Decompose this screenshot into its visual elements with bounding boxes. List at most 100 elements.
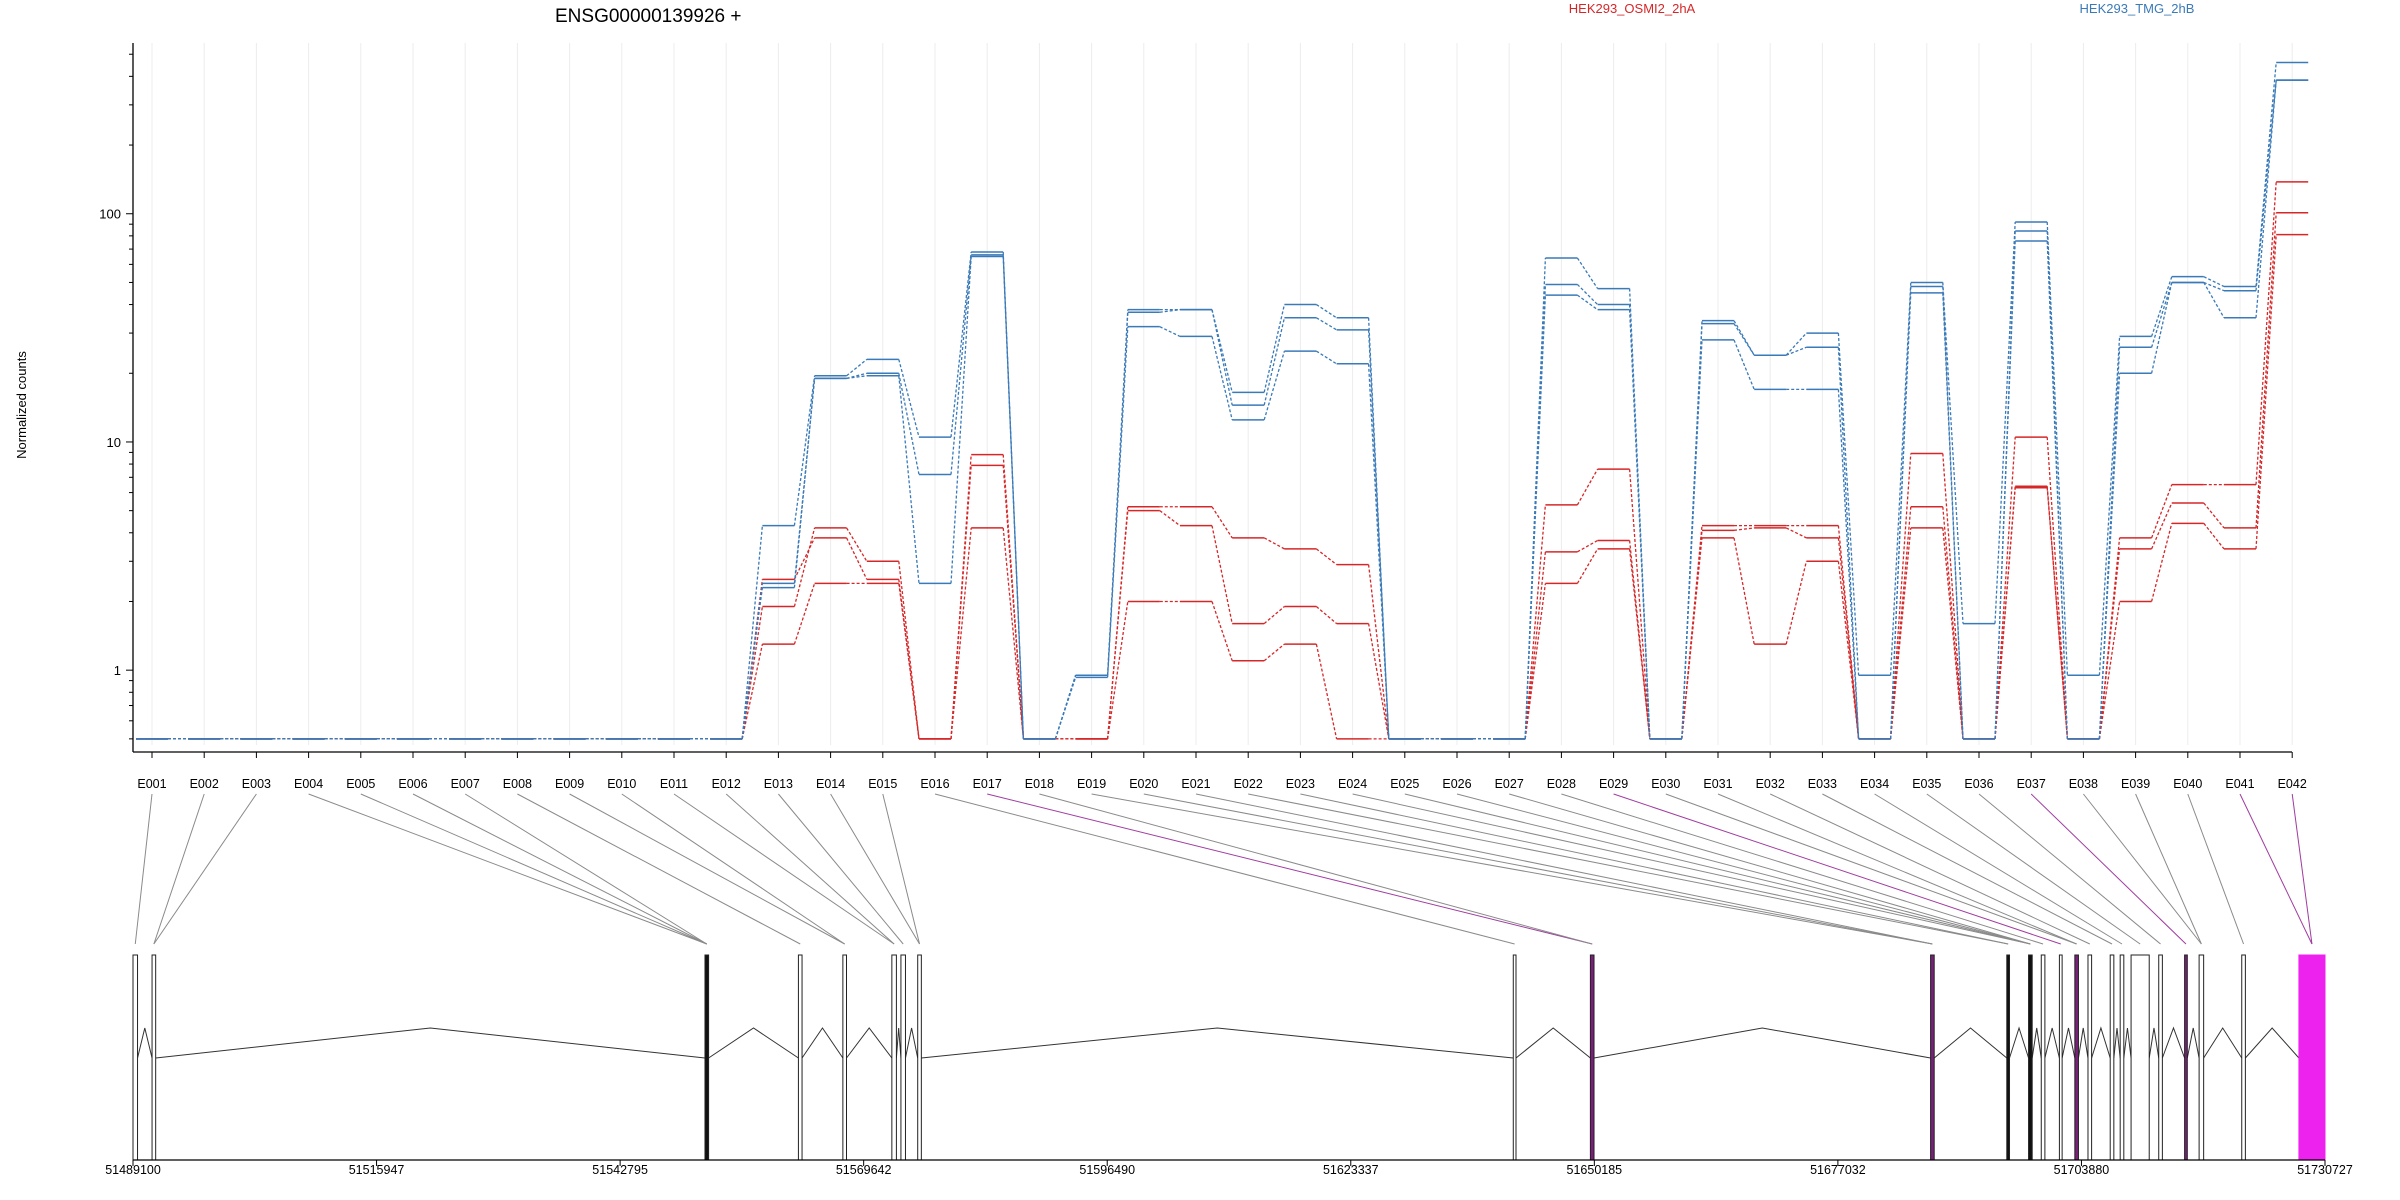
series-connector bbox=[1263, 350, 1286, 421]
connector-e034 bbox=[1874, 793, 2123, 945]
series-connector bbox=[1837, 389, 1860, 739]
intron-line bbox=[2044, 1027, 2060, 1059]
x-tick-label-e026: E026 bbox=[1442, 777, 1471, 791]
y-axis-label: Normalized counts bbox=[14, 351, 29, 459]
series-connector bbox=[2255, 234, 2277, 549]
series-connector bbox=[1681, 339, 1703, 739]
intron-line bbox=[155, 1027, 706, 1059]
x-tick-label-e034: E034 bbox=[1860, 777, 1889, 791]
x-tick-label-e015: E015 bbox=[868, 777, 897, 791]
coordinate-label: 51650185 bbox=[1567, 1163, 1623, 1177]
connector-e013 bbox=[778, 793, 904, 945]
series-connector bbox=[1942, 453, 1964, 739]
series-connector bbox=[1263, 537, 1285, 550]
x-tick-label-e041: E041 bbox=[2225, 777, 2254, 791]
series-connector bbox=[846, 527, 868, 562]
x-tick-label-e027: E027 bbox=[1495, 777, 1524, 791]
x-tick-label-e042: E042 bbox=[2278, 777, 2307, 791]
series-connector bbox=[741, 583, 764, 739]
intron-line bbox=[895, 1027, 902, 1059]
connector-e006 bbox=[412, 793, 708, 945]
gene-exon-3 bbox=[704, 954, 710, 1161]
gene-exon-21 bbox=[2158, 954, 2163, 1161]
x-tick-label-e016: E016 bbox=[920, 777, 949, 791]
x-tick-label-e039: E039 bbox=[2121, 777, 2150, 791]
x-tick-label-e014: E014 bbox=[816, 777, 845, 791]
series-connector bbox=[1211, 336, 1233, 420]
intron-line bbox=[2123, 1027, 2132, 1059]
connector-e001 bbox=[134, 793, 153, 945]
series-connector bbox=[1524, 295, 1547, 739]
x-tick-label-e008: E008 bbox=[503, 777, 532, 791]
grid-lines bbox=[151, 43, 2293, 745]
series-connector bbox=[2098, 548, 2121, 739]
y-tick-label: 1 bbox=[114, 663, 121, 678]
legend-entry-tmg: HEK293_TMG_2hB bbox=[2080, 1, 2195, 16]
x-tick-label-e006: E006 bbox=[398, 777, 427, 791]
series-6 bbox=[136, 79, 2309, 740]
series-connector bbox=[2150, 282, 2173, 348]
series-connector bbox=[2150, 282, 2173, 374]
x-tick-label-e017: E017 bbox=[973, 777, 1002, 791]
series-connector bbox=[1211, 309, 1233, 393]
gene-exon-23 bbox=[2198, 954, 2205, 1161]
series-connector bbox=[1733, 320, 1755, 356]
intron-line bbox=[1515, 1027, 1591, 1059]
connector-e002 bbox=[153, 793, 205, 945]
gene-exon-9 bbox=[1512, 954, 1517, 1161]
connector-e025 bbox=[1404, 793, 2031, 945]
coordinate-label: 51703880 bbox=[2054, 1163, 2110, 1177]
series-connector bbox=[2150, 276, 2173, 337]
series-connector bbox=[1106, 510, 1129, 739]
series-connector bbox=[2151, 502, 2173, 550]
gene-model: 51489100 51515947 51542795 51569642 51596490… bbox=[105, 954, 2353, 1177]
series-connector bbox=[1994, 437, 2016, 739]
intron-line bbox=[2148, 1027, 2160, 1059]
connector-e012 bbox=[725, 793, 895, 945]
x-tick-label-e009: E009 bbox=[555, 777, 584, 791]
connector-e011 bbox=[673, 793, 895, 945]
series-connector bbox=[1367, 623, 1390, 739]
series-connector bbox=[1733, 537, 1755, 645]
gene-exon-14 bbox=[2040, 954, 2046, 1161]
series-connector bbox=[1994, 487, 2016, 739]
series-connector bbox=[1942, 282, 1964, 624]
series-connector bbox=[1002, 465, 1025, 739]
coordinate-label: 51730727 bbox=[2297, 1163, 2353, 1177]
series-connector bbox=[1837, 333, 1860, 676]
x-tick-label-e037: E037 bbox=[2017, 777, 2046, 791]
intron-line bbox=[2091, 1026, 2111, 1059]
series-connector bbox=[1628, 288, 1651, 739]
gene-exon-11 bbox=[1930, 954, 1935, 1161]
series-connector bbox=[898, 373, 920, 475]
connector-e037 bbox=[2030, 793, 2187, 945]
x-tick-label-e029: E029 bbox=[1599, 777, 1628, 791]
connector-e023 bbox=[1300, 793, 2009, 945]
series-connector bbox=[1628, 469, 1651, 739]
series-connector bbox=[1211, 525, 1233, 624]
series-connector bbox=[1942, 292, 1964, 739]
intron-line bbox=[708, 1027, 799, 1059]
axes: 1 10 100 E001 E002 E003 E004 E005 E006 E007 E008 E0… bbox=[99, 43, 2307, 791]
gene-exon-10 bbox=[1589, 954, 1595, 1161]
x-tick-label-e038: E038 bbox=[2069, 777, 2098, 791]
series-5 bbox=[136, 79, 2309, 740]
x-tick-label-e023: E023 bbox=[1286, 777, 1315, 791]
series-connector bbox=[1628, 309, 1651, 739]
connector-e036 bbox=[1978, 793, 2161, 945]
series-connector bbox=[1577, 539, 1598, 553]
intron-line bbox=[2009, 1026, 2030, 1059]
coordinate-label: 51489100 bbox=[105, 1163, 161, 1177]
x-tick-label-e035: E035 bbox=[1912, 777, 1941, 791]
gene-exon-1 bbox=[132, 954, 139, 1161]
series-connector bbox=[1785, 346, 1807, 356]
intron-line bbox=[2186, 1027, 2200, 1059]
x-tick-label-e032: E032 bbox=[1756, 777, 1785, 791]
intron-line bbox=[2061, 1027, 2076, 1059]
x-tick-label-e003: E003 bbox=[242, 777, 271, 791]
series-connector bbox=[898, 375, 920, 584]
x-tick-label-e040: E040 bbox=[2173, 777, 2202, 791]
series-connector bbox=[1733, 323, 1755, 356]
connector-e008 bbox=[517, 793, 801, 945]
